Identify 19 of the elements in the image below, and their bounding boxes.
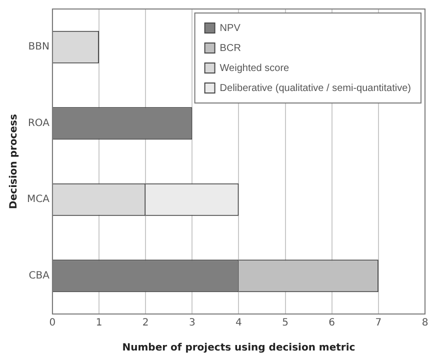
x-tick-label: 0 [49,318,56,329]
x-tick-label: 4 [236,318,242,329]
x-tick-label: 7 [375,318,382,329]
x-tick-label: 6 [328,318,336,329]
y-tick-label: BBN [28,42,50,53]
x-tick-label: 3 [188,318,196,329]
x-tick-label: 2 [142,318,149,329]
y-tick-label: ROA [28,118,50,129]
legend-label: BCR [220,42,241,54]
x-axis-title: Number of projects using decision metric [122,342,356,354]
x-tick-label: 8 [422,318,428,329]
y-axis-title: Decision process [8,114,20,209]
x-tick-label: 5 [282,318,288,329]
x-tick-label: 1 [96,318,102,329]
legend-label: NPV [220,22,241,34]
legend-label: Deliberative (qualitative / semi-quantitative) [220,82,412,94]
y-tick-label: MCA [27,194,50,206]
y-tick-label: CBA [28,270,50,282]
legend-label: Weighted score [220,62,290,74]
